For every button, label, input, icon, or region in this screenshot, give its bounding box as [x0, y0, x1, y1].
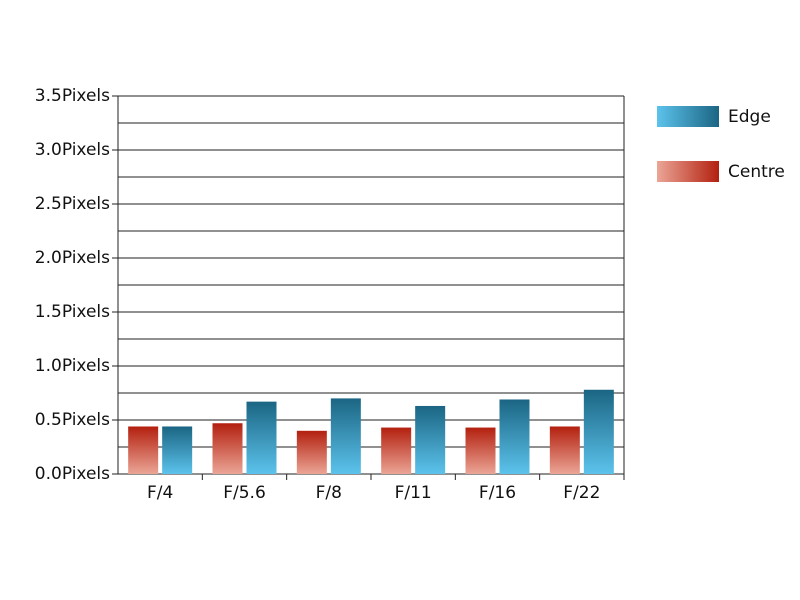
x-tick-label: F/16	[479, 483, 516, 503]
y-tick-label: 3.0Pixels	[35, 140, 110, 160]
bar	[162, 426, 193, 474]
bar	[499, 399, 530, 474]
x-tick-label: F/8	[316, 483, 342, 503]
bar	[330, 398, 361, 474]
y-tick-label: 1.0Pixels	[35, 356, 110, 376]
legend-label: Centre	[728, 162, 785, 182]
y-tick-label: 2.0Pixels	[35, 248, 110, 268]
legend-label: Edge	[728, 107, 771, 127]
bar	[583, 389, 614, 474]
y-tick-label: 2.5Pixels	[35, 194, 110, 214]
y-tick-label: 0.0Pixels	[35, 464, 110, 484]
bar	[415, 405, 446, 474]
x-tick-label: F/4	[147, 483, 173, 503]
bar	[465, 427, 496, 474]
bar	[296, 430, 327, 474]
bar	[212, 423, 243, 474]
bar	[549, 426, 580, 474]
x-tick-label: F/5.6	[223, 483, 266, 503]
bar	[128, 426, 159, 474]
y-tick-label: 0.5Pixels	[35, 410, 110, 430]
legend-swatch	[657, 161, 719, 182]
x-tick-label: F/11	[395, 483, 432, 503]
y-tick-label: 3.5Pixels	[35, 86, 110, 106]
x-tick-label: F/22	[563, 483, 600, 503]
y-tick-label: 1.5Pixels	[35, 302, 110, 322]
legend-swatch	[657, 106, 719, 127]
bar	[381, 427, 412, 474]
bar	[246, 401, 277, 474]
